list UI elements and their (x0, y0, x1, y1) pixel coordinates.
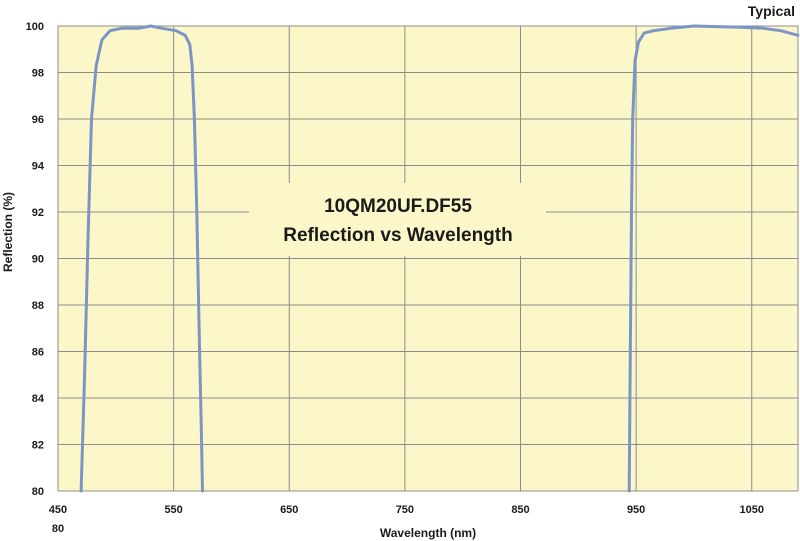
x-tick-labels: 450 550 650 750 850 950 1050 (49, 504, 764, 516)
y-tick-label: 82 (32, 440, 44, 452)
y-tick-label: 86 (32, 347, 44, 359)
x-tick-label: 850 (511, 504, 529, 516)
chart-title: 10QM20UF.DF55 (324, 196, 472, 217)
series-lines (79, 24, 800, 493)
x-tick-label: 750 (396, 504, 414, 516)
y-tick-label: 96 (32, 114, 44, 126)
y-axis-label: Reflection (%) (1, 192, 15, 272)
x-tick-label: 450 (49, 504, 67, 516)
y-tick-label: 98 (32, 68, 44, 80)
y-tick-labels: 80 82 84 86 88 90 92 94 96 98 100 (26, 21, 45, 498)
x-corner-label: 80 (52, 523, 64, 535)
title-background (249, 183, 546, 256)
y-tick-label: 92 (32, 207, 44, 219)
chart-subtitle: Reflection vs Wavelength (283, 225, 512, 246)
x-tick-label: 1050 (740, 504, 764, 516)
y-tick-label: 88 (32, 300, 44, 312)
series-line (79, 24, 204, 493)
y-tick-label: 94 (32, 161, 45, 173)
y-tick-label: 84 (32, 393, 45, 405)
x-tick-label: 550 (164, 504, 182, 516)
y-tick-label: 100 (26, 21, 44, 33)
y-tick-label: 90 (32, 254, 44, 266)
x-axis-label: Wavelength (nm) (380, 526, 476, 540)
x-tick-label: 650 (280, 504, 298, 516)
x-tick-label: 950 (627, 504, 645, 516)
typical-badge: Typical (748, 3, 795, 19)
series-line (627, 24, 800, 493)
y-tick-label: 80 (32, 486, 44, 498)
grid-lines (57, 25, 798, 492)
